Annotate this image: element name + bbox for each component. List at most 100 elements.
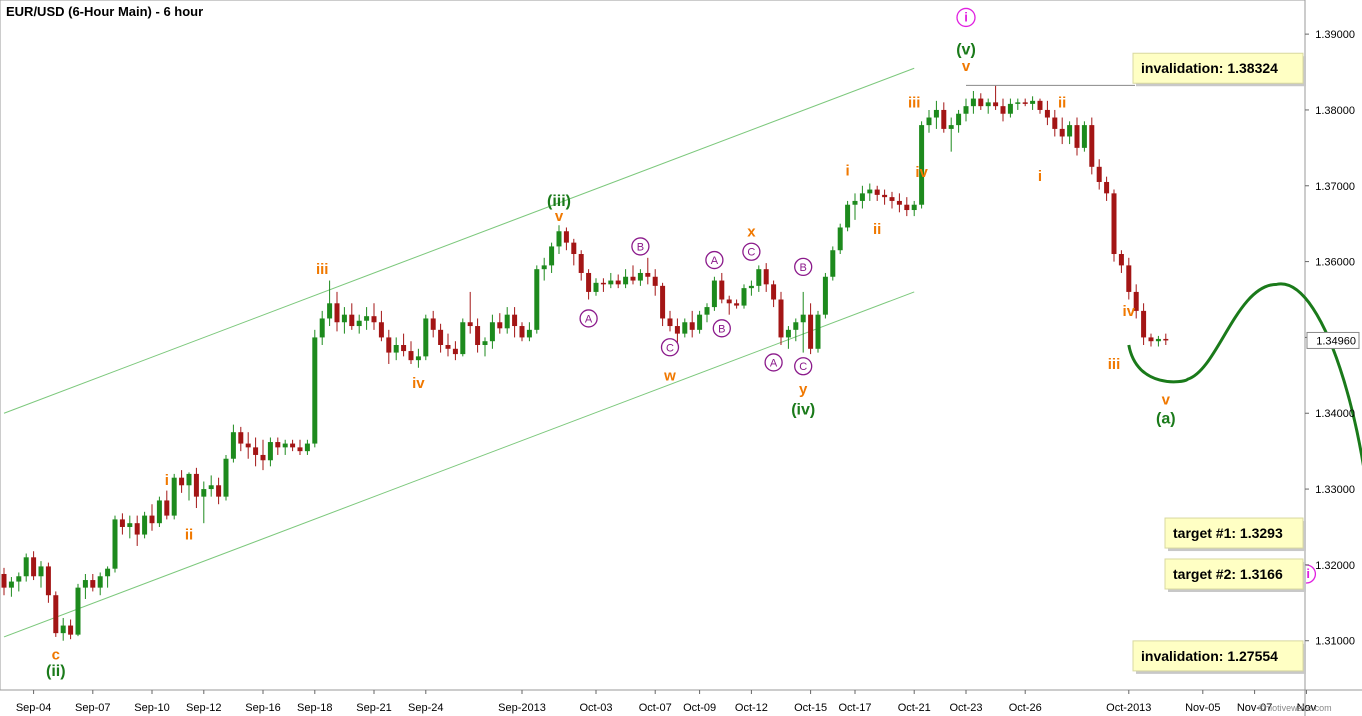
candle <box>1111 189 1117 262</box>
plot-area <box>0 0 1306 691</box>
candle <box>156 496 162 527</box>
candle-body <box>933 109 939 118</box>
y-tick-label: 1.38000 <box>1315 105 1355 117</box>
candle <box>771 280 777 308</box>
candle <box>563 227 569 251</box>
wave-label: y <box>799 381 808 398</box>
candle <box>1000 98 1006 122</box>
candle-body <box>970 98 976 107</box>
candle <box>793 318 799 342</box>
candle <box>504 307 510 334</box>
x-tick-label: Oct-09 <box>683 702 716 714</box>
candle-body <box>1 573 7 588</box>
candle-body <box>223 458 229 497</box>
candle <box>238 426 244 452</box>
candle-body <box>208 485 214 490</box>
candle <box>993 85 999 110</box>
candle-body <box>53 595 59 634</box>
wave-label-circle <box>705 250 724 270</box>
candle-body <box>60 625 66 634</box>
candle <box>704 303 710 323</box>
candle-body <box>919 125 925 205</box>
candle-body <box>1148 337 1154 342</box>
candle-body <box>682 322 688 334</box>
wave-label-text: i <box>165 472 169 489</box>
chart-title: EUR/USD (6-Hour Main) - 6 hour <box>6 4 203 19</box>
candle <box>637 269 643 286</box>
x-tick-label: Oct-23 <box>949 702 982 714</box>
x-tick-label: Sep-16 <box>245 702 280 714</box>
candle <box>830 246 836 281</box>
candle-body <box>704 307 710 315</box>
y-tick-label: 1.37000 <box>1315 181 1355 193</box>
candle-body <box>245 443 251 448</box>
wave-label-text: (ii) <box>46 663 66 680</box>
candle <box>134 515 140 546</box>
candle-body <box>1000 106 1006 114</box>
wave-label-circle <box>794 357 813 376</box>
candle <box>956 109 962 133</box>
candle-body <box>1007 103 1013 114</box>
wave-label: B <box>631 237 650 256</box>
y-tick-label: 1.39000 <box>1315 29 1355 41</box>
candle-body <box>230 432 236 459</box>
candle-body <box>985 102 991 107</box>
candle-body <box>645 272 651 277</box>
candle <box>171 473 177 520</box>
candle-body <box>156 500 162 524</box>
wave-label-circle <box>660 338 680 357</box>
wave-label: (ii) <box>46 663 66 680</box>
wave-label: (iv) <box>791 401 815 418</box>
candle-body <box>815 314 821 349</box>
candle-body <box>1104 181 1110 194</box>
candle <box>119 513 125 535</box>
candle <box>948 117 954 152</box>
candle-body <box>512 314 518 327</box>
price-box: invalidation: 1.27554 <box>1132 640 1306 674</box>
wave-label-text: i <box>964 9 968 24</box>
candle <box>1163 333 1169 345</box>
price-box-bg <box>1132 52 1304 84</box>
candle-body <box>112 519 118 569</box>
candle <box>645 257 651 285</box>
candle-body <box>312 337 318 444</box>
candle-body <box>327 303 333 319</box>
candle <box>467 291 473 334</box>
x-tick-label: Oct-12 <box>735 702 768 714</box>
price-axis-panel <box>1305 0 1362 716</box>
candle <box>475 318 481 353</box>
candle-body <box>993 102 999 107</box>
candle-body <box>534 269 540 330</box>
candle-body <box>963 106 969 114</box>
candle <box>534 265 540 334</box>
candle <box>68 619 74 640</box>
candle <box>689 310 695 338</box>
candle <box>304 439 310 455</box>
candle-body <box>8 581 14 588</box>
candle <box>526 322 532 342</box>
candle <box>889 191 895 209</box>
candle-body <box>586 272 592 292</box>
candle-body <box>608 280 614 285</box>
candle-body <box>68 625 74 635</box>
candle <box>105 566 111 588</box>
candle-body <box>393 345 399 353</box>
wave-label: ii <box>185 527 193 544</box>
candle <box>45 562 51 603</box>
wave-label: i <box>165 472 169 489</box>
price-box: target #2: 1.3166 <box>1164 558 1306 592</box>
wave-label-circle <box>742 242 761 261</box>
candle <box>230 424 236 463</box>
candle <box>756 265 762 292</box>
candle <box>623 269 629 289</box>
candle <box>845 200 851 232</box>
candle-body <box>23 557 29 577</box>
candle-body <box>1067 125 1073 137</box>
candle <box>652 269 658 296</box>
candle-body <box>364 316 370 321</box>
x-tick-label: Oct-07 <box>639 702 672 714</box>
candle-body <box>201 489 207 497</box>
candle <box>319 310 325 345</box>
wave-label-text: iii <box>1108 356 1121 373</box>
candle <box>415 348 421 368</box>
